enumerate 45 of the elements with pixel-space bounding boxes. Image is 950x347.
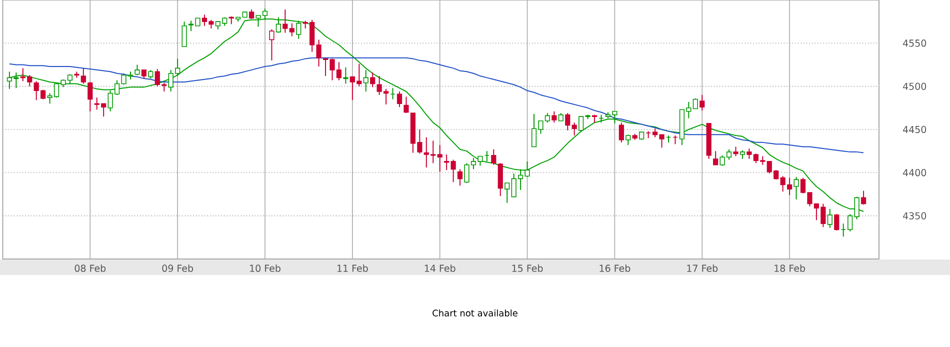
candlestick xyxy=(713,150,718,166)
x-tick-label: 15 Feb xyxy=(512,264,543,272)
candlestick xyxy=(552,110,557,124)
candlestick xyxy=(370,72,376,88)
candlestick xyxy=(282,8,288,34)
candlestick xyxy=(626,134,631,146)
candlestick xyxy=(182,21,187,48)
x-tick-label: 17 Feb xyxy=(687,264,718,272)
candlestick xyxy=(363,69,368,92)
x-tick-label: 10 Feb xyxy=(250,264,280,272)
x-tick-label: 11 Feb xyxy=(338,264,368,272)
y-tick-label: 4350 xyxy=(903,212,926,220)
y-tick-label: 4500 xyxy=(903,82,926,90)
candlestick xyxy=(827,208,832,228)
candlestick xyxy=(860,190,866,206)
candlestick xyxy=(491,148,496,166)
x-tick-label: 08 Feb xyxy=(74,264,106,272)
candlestick xyxy=(437,144,442,172)
candlestick xyxy=(289,22,294,37)
y-tick-label: 4450 xyxy=(903,126,926,134)
candlestick xyxy=(80,68,86,84)
candlestick xyxy=(618,122,624,143)
candlestick xyxy=(404,96,409,114)
x-tick-label: 09 Feb xyxy=(162,264,194,272)
x-tick-label: 14 Feb xyxy=(424,264,456,272)
y-tick-label: 4400 xyxy=(903,169,926,176)
candlestick xyxy=(572,122,577,136)
candlestick xyxy=(700,94,705,111)
x-tick-label: 16 Feb xyxy=(600,264,630,272)
candlestick xyxy=(834,214,840,231)
x-tick-label: 18 Feb xyxy=(774,264,806,272)
candlestick xyxy=(733,146,738,157)
candlestick xyxy=(248,8,254,20)
candlestick xyxy=(134,64,140,76)
candlestick xyxy=(504,182,510,204)
candlestick xyxy=(794,176,799,200)
candlestick xyxy=(457,168,463,186)
candlestick xyxy=(565,112,570,131)
text: Chart not available xyxy=(432,310,518,316)
y-tick-label: 4550 xyxy=(903,40,926,47)
candlestick xyxy=(692,98,698,110)
candlestick xyxy=(396,91,402,108)
candlestick xyxy=(343,66,348,84)
candlestick xyxy=(848,214,853,232)
candlestick xyxy=(88,82,93,112)
